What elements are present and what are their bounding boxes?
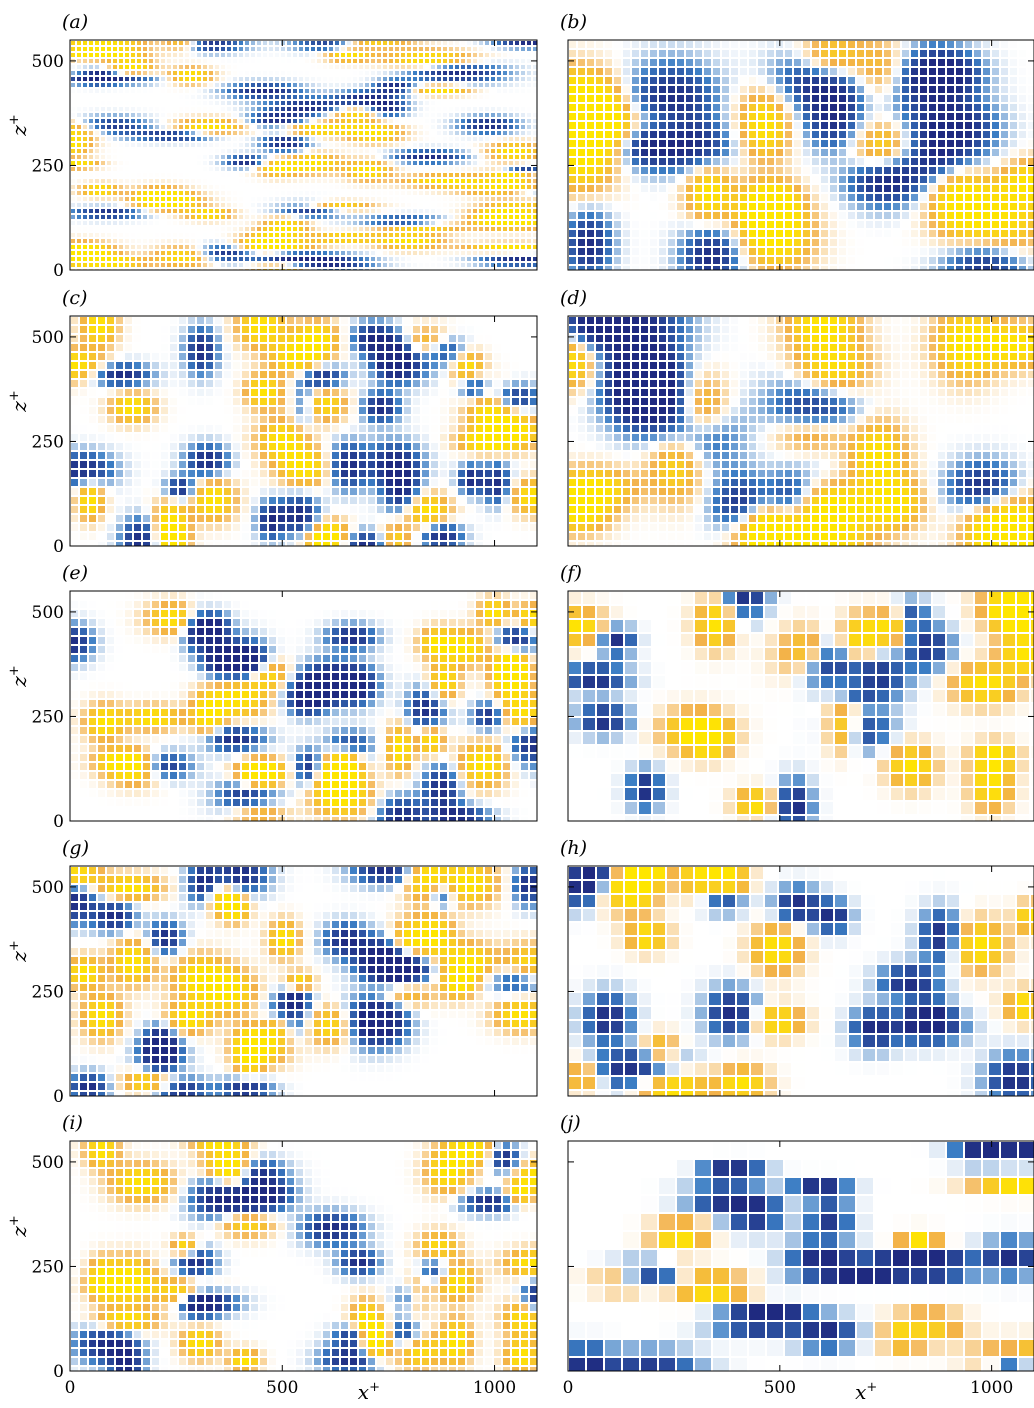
axes-frame [567, 315, 1034, 547]
heatmap-field [568, 1141, 1034, 1371]
y-axis-label: z+ [7, 665, 31, 687]
heatmap-field [70, 316, 537, 546]
y-tick-label: 500 [32, 878, 64, 898]
panel-label: (h) [560, 837, 587, 859]
panel-b: (b) [560, 11, 1034, 271]
panel-label: (b) [560, 11, 587, 33]
panel-label: (e) [62, 562, 88, 584]
axes-frame [69, 865, 538, 1097]
y-tick-label: 250 [32, 982, 64, 1002]
panel-label: (i) [62, 1112, 83, 1134]
heatmap-field [70, 866, 537, 1096]
axes-frame [69, 590, 538, 822]
panel-h: (h) [560, 837, 1034, 1097]
x-tick-label: 1000 [473, 1378, 516, 1398]
axes-frame [69, 315, 538, 547]
heatmap-field [568, 40, 1034, 270]
panel-a: (a) 0 250 500 z+ [7, 11, 538, 281]
axes-frame [567, 590, 1034, 822]
axes-frame [567, 1140, 1034, 1372]
y-axis-label: z+ [7, 1215, 31, 1237]
panel-c: (c) 0 250 500 z+ [7, 287, 538, 557]
panel-j: (j) 0 500 1000 x+ [560, 1112, 1034, 1404]
axes-frame [69, 39, 538, 271]
y-tick-label: 250 [32, 432, 64, 452]
heatmap-field [568, 866, 1034, 1096]
heatmap-field [70, 591, 537, 821]
y-tick-label: 250 [32, 1257, 64, 1277]
axes-frame [567, 865, 1034, 1097]
x-tick-label: 500 [764, 1378, 796, 1398]
panel-f: (f) [560, 562, 1034, 822]
y-tick-label: 0 [53, 261, 64, 281]
y-axis-label: z+ [7, 114, 31, 136]
x-tick-label: 0 [65, 1378, 76, 1398]
axes-frame [69, 1140, 538, 1372]
heatmap-field [70, 40, 537, 270]
panel-d: (d) [560, 287, 1034, 547]
heatmap-field [568, 316, 1034, 546]
y-tick-label: 500 [32, 328, 64, 348]
y-tick-label: 0 [53, 1087, 64, 1107]
panel-label: (c) [62, 287, 87, 309]
y-tick-label: 250 [32, 707, 64, 727]
panel-label: (a) [62, 11, 88, 33]
x-tick-label: 1000 [970, 1378, 1013, 1398]
panel-e: (e) 0 250 500 z+ [7, 562, 538, 832]
y-tick-label: 500 [32, 52, 64, 72]
x-tick-label: 0 [563, 1378, 574, 1398]
panel-i: (i) 0 250 500 0 500 1000 z+ x+ [7, 1112, 538, 1404]
x-axis-label: x+ [855, 1380, 877, 1404]
y-tick-label: 500 [32, 1153, 64, 1173]
y-tick-label: 250 [32, 156, 64, 176]
y-tick-label: 0 [53, 812, 64, 832]
y-tick-label: 0 [53, 537, 64, 557]
panel-label: (j) [560, 1112, 581, 1134]
y-tick-label: 500 [32, 603, 64, 623]
panel-label: (g) [62, 837, 89, 859]
panel-label: (f) [560, 562, 582, 584]
heatmap-field [70, 1141, 537, 1371]
x-tick-label: 500 [266, 1378, 298, 1398]
panel-label: (d) [560, 287, 587, 309]
y-tick-label: 0 [53, 1362, 64, 1382]
x-axis-label: x+ [358, 1380, 380, 1404]
y-axis-label: z+ [7, 940, 31, 962]
panel-g: (g) 0 250 500 z+ [7, 837, 538, 1107]
y-axis-label: z+ [7, 390, 31, 412]
axes-frame [567, 39, 1034, 271]
heatmap-field [568, 591, 1034, 821]
